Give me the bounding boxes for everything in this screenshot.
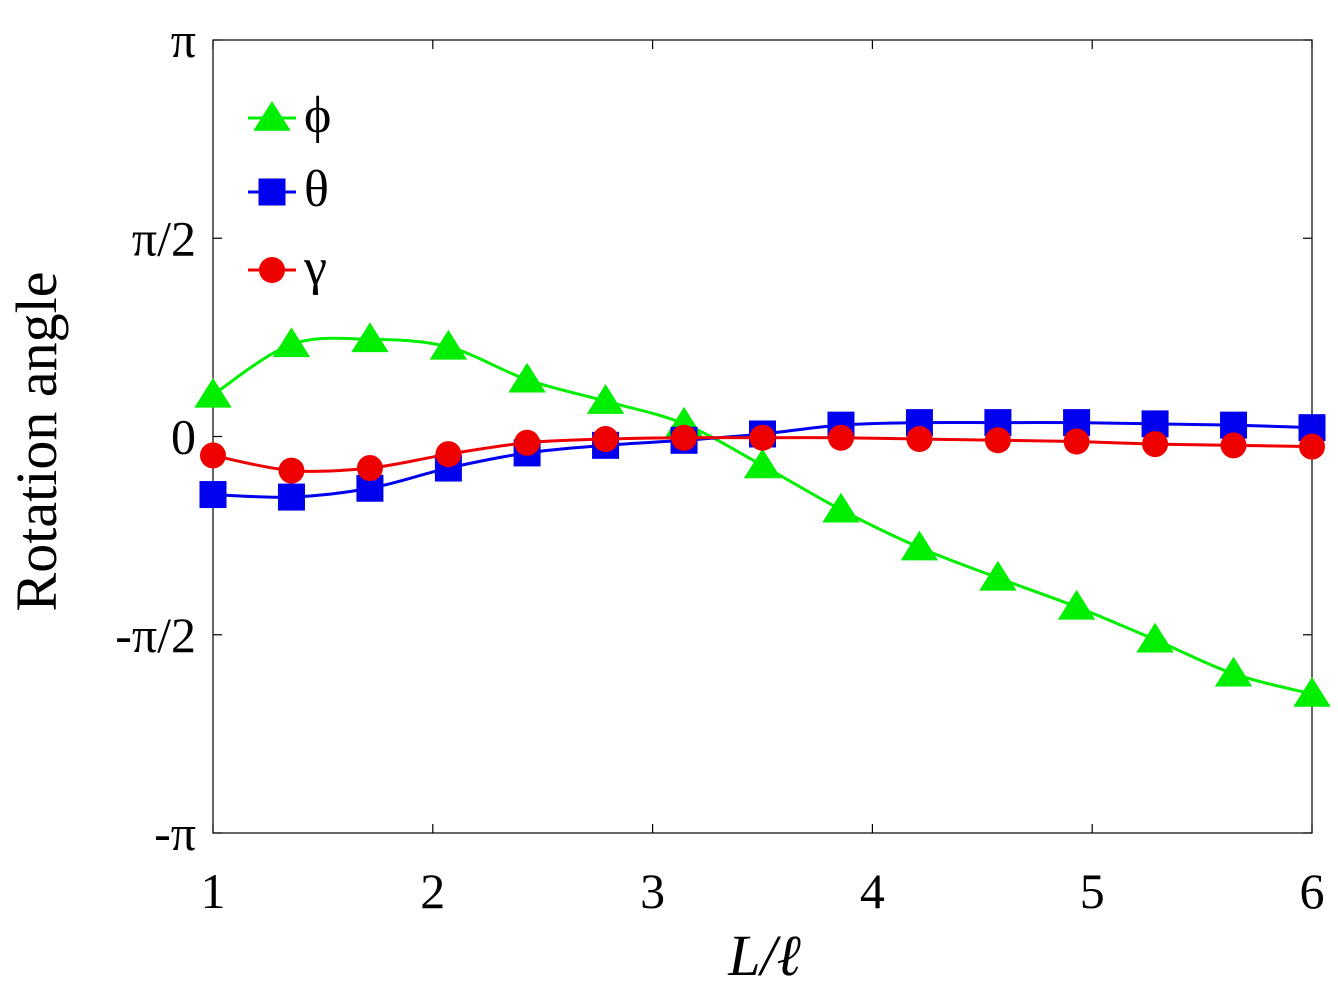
data-point-phi [272,327,311,358]
legend-marker-gamma [259,257,285,283]
data-point-phi [1214,656,1253,687]
data-point-gamma [1220,432,1247,459]
data-point-phi [1293,676,1331,707]
y-tick-label: 0 [171,409,196,465]
legend-marker-phi [253,101,291,131]
data-point-theta [199,481,227,509]
data-point-phi [586,384,625,414]
data-point-gamma [278,457,305,484]
x-tick-label: 2 [420,863,445,919]
data-point-gamma [200,442,226,469]
legend-label-theta: θ [304,161,329,218]
data-point-gamma [1142,431,1169,458]
data-point-gamma [749,424,776,451]
data-point-gamma [514,429,541,456]
data-point-gamma [984,427,1011,454]
legend-item-gamma: γ [248,239,327,296]
data-point-gamma [1299,433,1325,460]
y-tick-label: π [171,12,196,68]
y-axis-label: Rotation angle [4,272,69,612]
legend-item-phi: ϕ [248,87,331,144]
y-tick-label: -π/2 [115,607,196,663]
data-point-phi [508,362,546,393]
data-point-gamma [435,441,462,468]
legend-marker-theta [258,178,286,206]
x-tick-label: 3 [640,863,665,919]
data-point-phi [822,492,860,523]
data-point-phi [194,377,232,408]
data-point-gamma [906,426,933,453]
legend-item-theta: θ [248,161,329,218]
y-tick-label: -π [154,805,196,861]
data-point-phi [429,329,468,360]
x-tick-label: 4 [860,863,885,919]
series-gamma [200,424,1325,484]
data-point-phi [979,560,1017,591]
data-point-theta [277,483,305,511]
series-phi [194,322,1331,707]
data-point-phi [900,530,939,561]
data-point-phi [351,322,389,353]
x-tick-label: 1 [201,863,226,919]
y-tick-label: π/2 [132,210,196,266]
data-point-phi [1136,622,1174,653]
data-point-phi [1057,589,1096,620]
data-point-gamma [827,424,854,451]
data-point-phi [743,448,782,479]
data-point-gamma [356,455,383,482]
data-point-gamma [1063,428,1090,455]
legend-label-phi: ϕ [304,87,331,144]
legend-label-gamma: γ [303,239,327,296]
x-tick-label: 6 [1300,863,1325,919]
data-point-gamma [592,426,619,453]
data-point-gamma [671,424,698,451]
x-tick-label: 5 [1080,863,1105,919]
x-axis-label: L/ℓ [727,923,801,988]
